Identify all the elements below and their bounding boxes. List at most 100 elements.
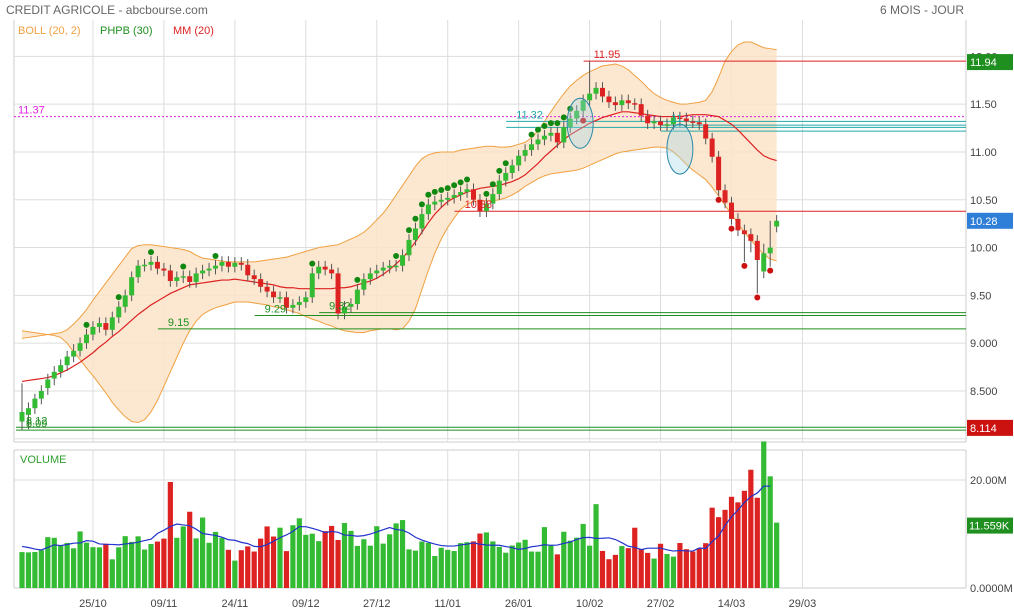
volume-bar: [445, 549, 451, 588]
price-tick-label: 9.50: [970, 290, 991, 302]
volume-bar: [722, 509, 728, 588]
price-tick-label: 9.000: [970, 338, 998, 350]
volume-bar: [754, 497, 760, 588]
chart-title: CREDIT AGRICOLE - abcbourse.com: [6, 3, 208, 17]
volume-bar: [451, 551, 457, 588]
candle-body: [238, 262, 244, 265]
volume-bar: [664, 553, 670, 588]
volume-bar: [735, 502, 741, 588]
volume-bar: [741, 490, 747, 588]
candle-body: [593, 87, 599, 94]
volume-bar: [528, 551, 535, 588]
volume-bar: [58, 545, 64, 588]
level-label: 9.15: [168, 317, 189, 329]
candle-body: [245, 264, 251, 276]
legend-boll: BOLL (20, 2): [18, 25, 81, 37]
buy-signal-dot: [496, 167, 503, 174]
volume-bar: [412, 550, 419, 588]
buy-signal-dot: [483, 190, 490, 197]
candle-body: [400, 255, 406, 266]
candle-body: [580, 100, 586, 111]
volume-bar: [516, 542, 522, 588]
candle-body: [464, 189, 470, 193]
buy-signal-dot: [457, 179, 464, 186]
volume-bar: [116, 547, 122, 588]
buy-signal-dot: [535, 126, 541, 133]
candle-body: [574, 110, 580, 119]
volume-bar: [535, 551, 541, 588]
mm20-line: [21, 111, 777, 383]
high-price-badge-bg: [967, 54, 1013, 71]
price-annotations: 11.95 11.37 11.32 11. 10.38 9.15 9.29 9.32 8.128…: [18, 49, 685, 430]
level-label: 11.: [671, 113, 685, 125]
volume-bar: [677, 543, 683, 588]
volume-bar: [458, 543, 464, 588]
candlesticks: [19, 61, 780, 431]
candle-body: [45, 379, 51, 389]
volume-bar: [38, 550, 44, 588]
candle-body: [38, 390, 44, 399]
candle-body: [677, 117, 683, 120]
candle-body: [612, 102, 618, 106]
legend-mm: MM (20): [173, 25, 214, 37]
volume-bar: [625, 548, 631, 588]
moving-average: [21, 111, 777, 383]
volume-bar: [419, 541, 425, 588]
volume-bar: [399, 520, 406, 588]
x-tick-label: 29/03: [789, 598, 817, 610]
volume-bar: [96, 547, 102, 588]
volume-bar: [593, 504, 599, 588]
volume-bar: [548, 545, 554, 588]
buy-signal-dot: [212, 252, 219, 259]
price-tick-label: 8.500: [970, 386, 998, 398]
sell-signal-dot: [754, 294, 761, 301]
buy-signal-dot: [554, 120, 561, 127]
volume-title: VOLUME: [20, 454, 66, 466]
buy-signal-dot: [560, 114, 567, 121]
x-tick-label: 09/12: [292, 598, 320, 610]
buy-signal-dot: [354, 276, 361, 283]
volume-bar: [161, 538, 167, 588]
candle-body: [251, 275, 257, 280]
candle-body: [374, 270, 380, 274]
volume-bar: [135, 536, 141, 588]
volume-bar: [438, 547, 444, 588]
volume-bar: [483, 532, 489, 588]
candle-body: [116, 306, 122, 318]
volume-bar: [309, 533, 315, 588]
buy-signal-dot: [412, 215, 419, 222]
candle-body: [741, 230, 747, 235]
buy-signal-dot: [83, 321, 90, 328]
volume-bar: [767, 476, 773, 588]
buy-signal-dot: [180, 263, 187, 270]
candle-body: [154, 261, 160, 269]
candle-body: [161, 268, 167, 271]
volume-bar: [329, 525, 335, 588]
buy-signal-dot: [406, 227, 412, 234]
candle-body: [174, 277, 180, 282]
volume-bar: [109, 559, 115, 588]
candle-body: [283, 297, 289, 308]
volume-bar: [554, 554, 560, 588]
volume-bar: [45, 537, 51, 588]
buy-signal-dot: [528, 131, 535, 138]
volume-bar: [341, 523, 348, 588]
candle-body: [103, 323, 109, 330]
level-label: 10.38: [465, 199, 493, 211]
volume-bar: [129, 541, 135, 588]
volume-bar: [141, 549, 148, 588]
candle-body: [748, 234, 754, 241]
candle-body: [767, 247, 773, 254]
volume-bar: [103, 543, 109, 588]
candle-body: [219, 261, 225, 266]
volume-bar: [83, 542, 90, 588]
candle-body: [122, 295, 128, 307]
volume-bar: [335, 539, 341, 588]
candle-body: [600, 87, 605, 97]
candle-body: [348, 303, 354, 307]
volume-bar: [90, 547, 96, 588]
candle-body: [709, 138, 715, 157]
candle-body: [367, 273, 373, 280]
candle-body: [451, 194, 457, 198]
bollinger-bands: [21, 41, 777, 424]
